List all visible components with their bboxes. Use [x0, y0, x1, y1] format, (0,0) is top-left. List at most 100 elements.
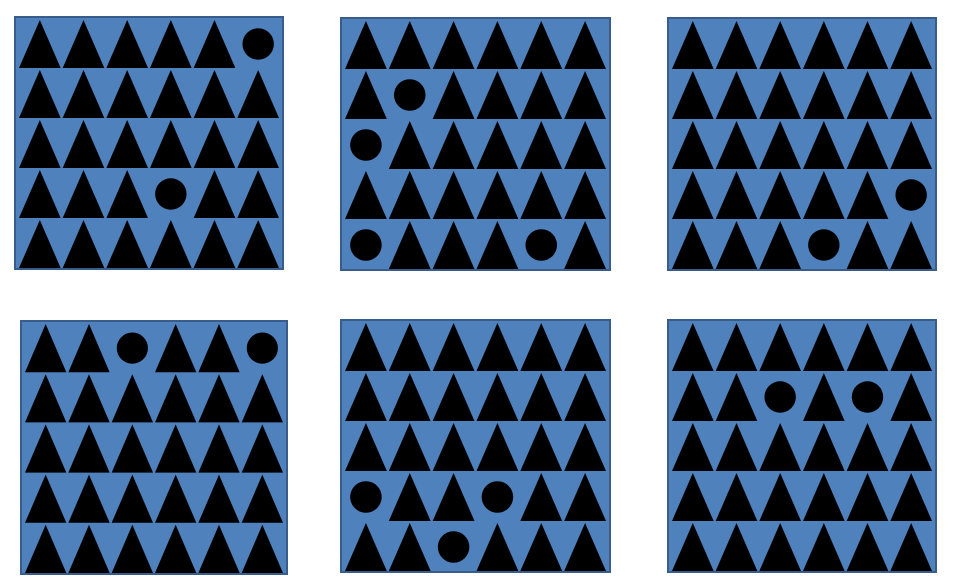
triangle-shape — [803, 171, 845, 219]
triangle-shape — [890, 221, 932, 269]
triangle-shape — [150, 20, 192, 68]
panel-6 — [667, 319, 937, 573]
triangle-shape — [672, 121, 714, 169]
panel-background — [20, 320, 288, 575]
triangle-shape — [759, 423, 801, 471]
triangle-shape — [155, 424, 197, 473]
circle-shape — [393, 79, 426, 111]
triangle-shape — [345, 423, 387, 471]
triangle-shape — [111, 374, 153, 423]
triangle-shape — [759, 171, 801, 219]
triangle-shape — [564, 21, 606, 69]
triangle-shape — [715, 323, 758, 371]
circle-shape — [155, 178, 187, 210]
triangle-shape — [476, 323, 519, 371]
triangle-shape — [62, 70, 105, 118]
triangle-shape — [564, 121, 606, 169]
triangle-shape — [111, 524, 153, 573]
triangle-shape — [890, 121, 932, 169]
triangle-shape — [715, 373, 758, 421]
triangle-shape — [198, 424, 240, 473]
triangle-shape — [715, 121, 758, 169]
triangle-shape — [237, 70, 279, 118]
triangle-shape — [388, 171, 431, 219]
triangle-shape — [520, 121, 563, 169]
triangle-shape — [564, 323, 606, 371]
panel-2 — [340, 17, 611, 271]
panel-4-canvas — [20, 320, 288, 575]
triangle-shape — [19, 220, 61, 268]
triangle-shape — [388, 121, 431, 169]
triangle-shape — [155, 474, 197, 523]
triangle-shape — [672, 423, 714, 471]
triangle-shape — [890, 473, 932, 521]
triangle-shape — [564, 171, 606, 219]
triangle-shape — [237, 220, 279, 268]
panel-3-canvas — [667, 17, 937, 271]
triangle-shape — [715, 21, 758, 69]
triangle-shape — [672, 171, 714, 219]
triangle-shape — [345, 323, 387, 371]
triangle-shape — [68, 524, 110, 573]
triangle-shape — [715, 171, 758, 219]
triangle-shape — [759, 71, 801, 119]
panel-background — [14, 16, 284, 270]
circle-shape — [764, 381, 796, 413]
triangle-shape — [520, 171, 563, 219]
triangle-shape — [241, 524, 283, 573]
triangle-shape — [432, 71, 475, 119]
triangle-shape — [237, 120, 279, 168]
triangle-shape — [520, 523, 563, 571]
triangle-shape — [241, 424, 283, 473]
triangle-shape — [715, 423, 758, 471]
triangle-shape — [198, 474, 240, 523]
triangle-shape — [890, 323, 932, 371]
triangle-shape — [62, 20, 105, 68]
triangle-shape — [106, 20, 148, 68]
triangle-shape — [890, 423, 932, 471]
triangle-shape — [62, 170, 105, 218]
panel-1 — [14, 16, 284, 270]
triangle-shape — [432, 221, 475, 269]
triangle-shape — [193, 220, 236, 268]
triangle-shape — [520, 373, 563, 421]
triangle-shape — [672, 71, 714, 119]
triangle-shape — [198, 324, 240, 373]
triangle-shape — [432, 121, 475, 169]
triangle-shape — [155, 524, 197, 573]
triangle-shape — [715, 473, 758, 521]
triangle-shape — [564, 473, 606, 521]
triangle-shape — [193, 70, 236, 118]
triangle-shape — [520, 423, 563, 471]
panel-6-canvas — [667, 319, 937, 573]
triangle-shape — [19, 70, 61, 118]
triangle-shape — [241, 474, 283, 523]
triangle-shape — [106, 120, 148, 168]
panel-background — [667, 17, 937, 271]
circle-shape — [246, 332, 278, 364]
triangle-shape — [198, 524, 240, 573]
triangle-shape — [388, 323, 431, 371]
triangle-shape — [106, 220, 148, 268]
triangle-shape — [564, 423, 606, 471]
panel-background — [340, 17, 611, 271]
triangle-shape — [237, 170, 279, 218]
triangle-shape — [241, 374, 283, 423]
panel-4 — [20, 320, 288, 575]
circle-shape — [808, 229, 840, 261]
triangle-shape — [432, 473, 475, 521]
triangle-shape — [25, 424, 67, 473]
circle-shape — [350, 229, 382, 261]
triangle-shape — [25, 374, 67, 423]
triangle-shape — [672, 373, 714, 421]
triangle-shape — [803, 71, 845, 119]
triangle-shape — [759, 523, 801, 571]
triangle-shape — [890, 21, 932, 69]
triangle-shape — [388, 221, 431, 269]
triangle-shape — [388, 473, 431, 521]
triangle-shape — [111, 474, 153, 523]
panel-1-canvas — [14, 16, 284, 270]
triangle-shape — [68, 374, 110, 423]
triangle-shape — [155, 324, 197, 373]
triangle-shape — [846, 71, 889, 119]
